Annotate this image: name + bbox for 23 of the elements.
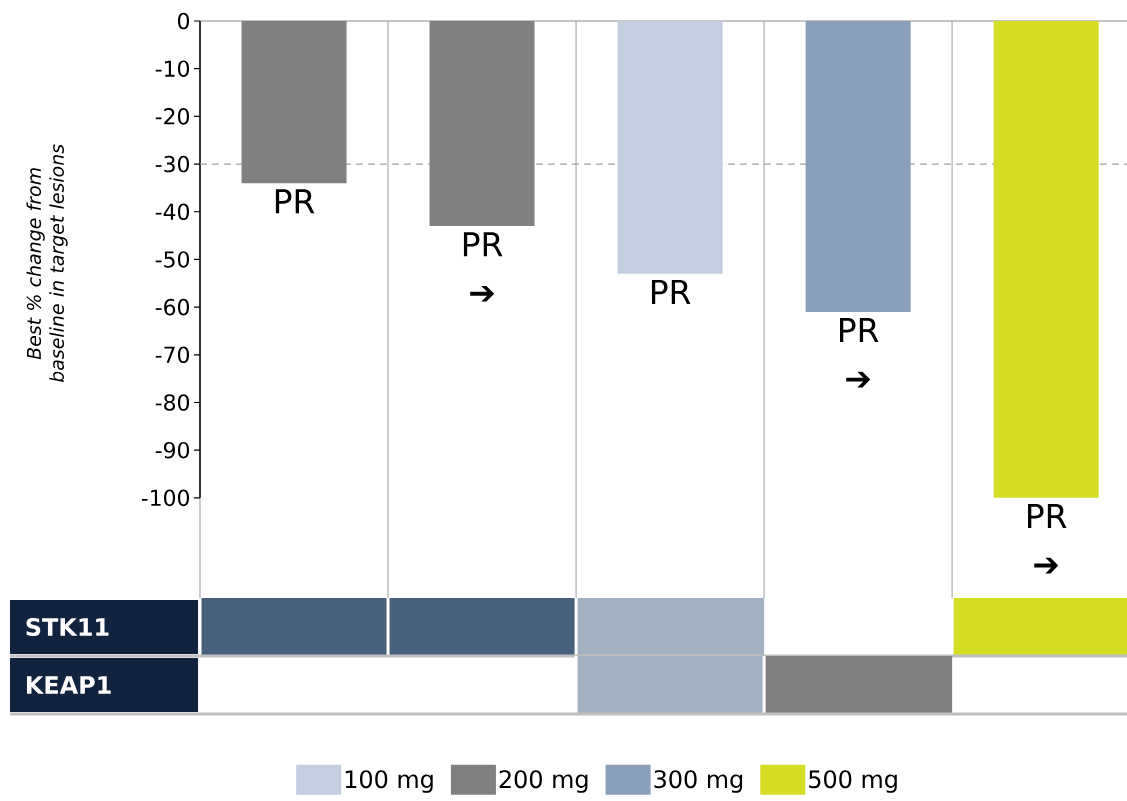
y-tick-label: STK11 [26, 617, 109, 637]
data-label: PR [275, 189, 315, 214]
legend-label: 500 mg [809, 770, 897, 793]
y-axis-title: Best % change from baseline in target lesions [26, 144, 68, 383]
y-tick-label: -100 [141, 489, 190, 507]
y-tick-label: -10 [155, 60, 190, 77]
data-label: PR [651, 279, 691, 304]
y-tick-label: 0 [177, 12, 190, 30]
legend-label: 300 mg [654, 770, 743, 793]
y-tick-label: KEAP1 [26, 676, 111, 694]
y-tick-label: -70 [155, 346, 190, 364]
data-label: PR ➔ [840, 318, 879, 388]
legend-label: 100 mg [345, 770, 433, 793]
y-tick-label: -80 [155, 394, 190, 411]
data-label: PR ➔ [463, 232, 503, 302]
y-tick-label: -20 [155, 108, 190, 125]
data-label: PR ➔ [1028, 504, 1067, 574]
y-tick-label: -40 [155, 203, 190, 221]
y-tick-label: -60 [155, 298, 190, 316]
y-tick-label: -50 [155, 251, 190, 268]
y-tick-label: -30 [155, 155, 190, 173]
legend-label: 200 mg [499, 770, 588, 793]
y-tick-label: -90 [155, 441, 190, 459]
